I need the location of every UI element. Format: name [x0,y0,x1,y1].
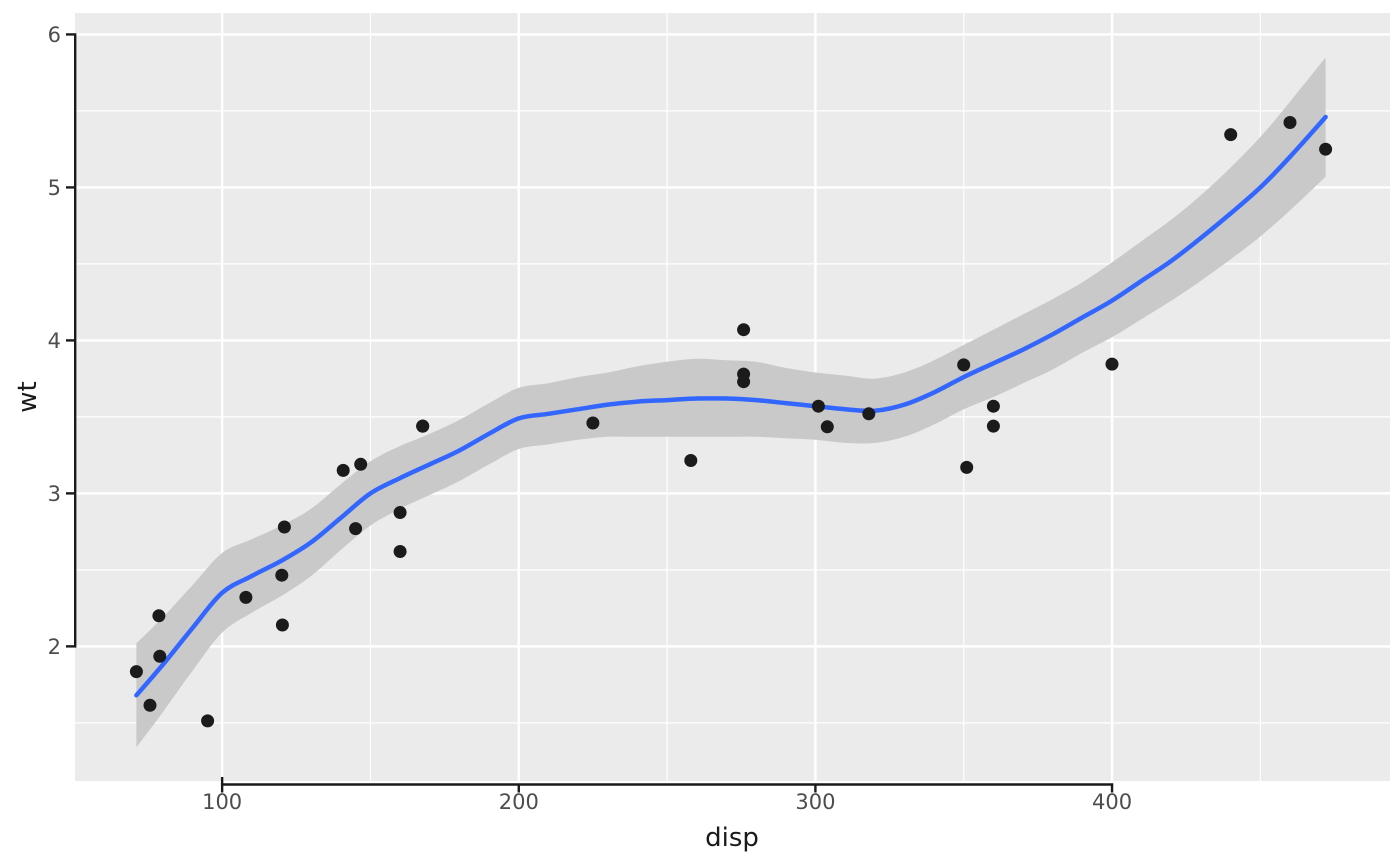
y-tick-label: 2 [48,635,61,659]
x-tick-label: 100 [202,790,242,814]
data-point [393,545,407,558]
x-tick-label: 400 [1092,790,1132,814]
data-point [586,416,600,430]
y-tick-label: 3 [48,482,61,506]
data-point [960,460,974,474]
data-point [354,457,368,471]
data-point [862,407,876,421]
data-point [239,590,253,604]
data-point [275,618,289,632]
y-tick-label: 5 [48,176,61,200]
data-point [811,399,825,413]
confidence-band [136,57,1326,748]
y-tick-label: 4 [48,329,61,353]
data-point [143,698,157,712]
data-point [201,714,215,728]
x-axis-title: disp [705,823,759,853]
y-tick-label: 6 [48,23,61,47]
data-point [277,520,291,534]
data-point [737,367,751,381]
y-axis-title: wt [13,381,43,412]
data-point [393,506,407,519]
data-point [129,665,143,679]
data-point [1319,142,1333,156]
data-point [153,649,167,663]
smooth-line [134,114,1328,698]
data-point [275,568,289,582]
data-point [820,420,834,434]
data-point [1224,128,1238,142]
data-point [416,419,430,433]
data-point [684,454,698,467]
data-point [737,323,751,337]
data-point [152,609,166,623]
x-tick-label: 300 [795,790,835,814]
data-point [986,399,1000,413]
data-point [1105,357,1119,371]
x-tick-label: 200 [499,790,539,814]
data-point [957,358,971,372]
data-point [1283,116,1297,129]
data-point [336,463,350,477]
data-point [349,522,363,536]
data-point [986,419,1000,433]
